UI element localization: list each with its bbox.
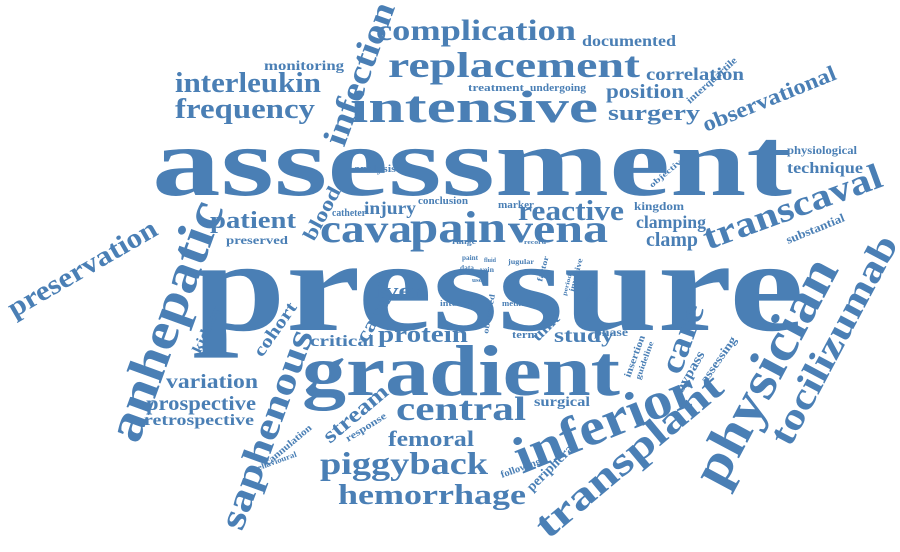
word-kingdom: kingdom xyxy=(634,199,684,213)
word-piggyback: piggyback xyxy=(320,445,488,481)
word-undergoing: undergoing xyxy=(530,83,586,94)
word-marker: marker xyxy=(498,200,535,211)
word-prospective: prospective xyxy=(146,393,256,415)
word-patient: patient xyxy=(210,208,296,234)
word-use: use xyxy=(472,278,482,284)
word-intensive: intensive xyxy=(350,81,598,132)
word-pain: pain xyxy=(410,203,506,252)
word-replacement: replacement xyxy=(388,45,640,85)
word-conclusion: conclusion xyxy=(418,196,468,207)
word-analysis: analysis xyxy=(354,164,396,175)
word-surgery: surgery xyxy=(608,100,700,125)
word-documented: documented xyxy=(582,33,676,50)
word-interleukin: interleukin xyxy=(175,68,321,99)
word-range: range xyxy=(452,237,477,246)
word-catheter: catheter xyxy=(332,208,367,219)
word-method: method xyxy=(502,299,531,308)
word-record: record xyxy=(524,240,547,246)
word-critical: critical xyxy=(310,333,375,350)
word-hemorrhage: hemorrhage xyxy=(338,480,526,511)
word-correlation: correlation xyxy=(646,64,744,84)
word-finding: finding xyxy=(586,280,597,303)
word-clamping: clamping xyxy=(636,212,706,232)
word-position: position xyxy=(606,81,684,103)
word-data: data xyxy=(460,264,475,272)
word-protein: protein xyxy=(378,322,468,348)
word-clamp: clamp xyxy=(646,229,698,251)
word-cava: cava xyxy=(320,206,412,251)
word-phase: phase xyxy=(594,325,629,339)
word-treatment: treatment xyxy=(468,82,524,94)
word-study: study xyxy=(554,325,614,347)
word-vein: vein xyxy=(480,266,494,274)
word-technique: technique xyxy=(787,160,863,177)
word-frequency: frequency xyxy=(175,94,315,125)
word-injury: injury xyxy=(364,198,416,218)
word-term: term xyxy=(512,330,539,341)
word-variation: variation xyxy=(166,371,258,393)
word-vena: vena xyxy=(508,206,608,251)
word-liver: liver xyxy=(368,278,424,303)
word-complication: complication xyxy=(376,14,576,47)
word-jugular: jugular xyxy=(507,258,534,266)
word-period: period xyxy=(562,273,574,297)
word-retrospective: retrospective xyxy=(144,412,254,429)
word-gradient: gradient xyxy=(302,331,620,411)
word-preserved: preserved xyxy=(226,233,288,247)
word-internal: internal xyxy=(440,299,475,308)
word-monitoring: monitoring xyxy=(264,59,344,74)
word-femoral: femoral xyxy=(388,426,474,451)
word-pressure: pressure xyxy=(192,215,804,359)
word-paint: paint xyxy=(462,254,479,262)
word-reactive: reactive xyxy=(518,196,624,227)
word-fluid: fluid xyxy=(484,258,497,264)
word-assessment: assessment xyxy=(152,109,792,217)
word-physiological: physiological xyxy=(787,143,858,157)
word-central: central xyxy=(396,391,526,428)
word-surgical: surgical xyxy=(534,395,590,410)
